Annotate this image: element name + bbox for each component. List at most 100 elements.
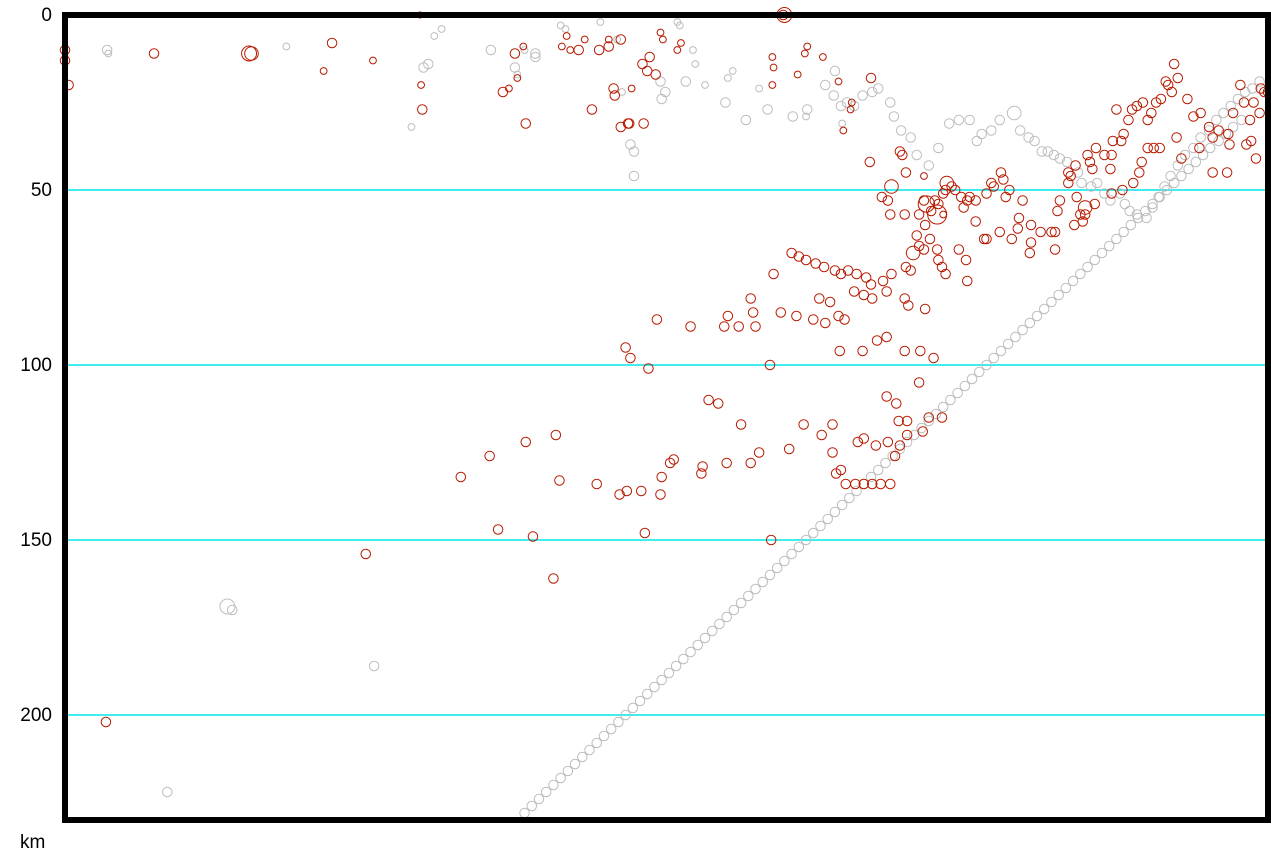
y-tick-label: 150 xyxy=(20,530,52,551)
data-point xyxy=(699,632,711,644)
data-point xyxy=(764,569,776,581)
data-point xyxy=(1049,244,1061,255)
data-point xyxy=(866,293,878,304)
data-point xyxy=(900,261,912,273)
data-point xyxy=(550,429,562,441)
data-point xyxy=(881,286,892,297)
data-point xyxy=(1128,177,1139,189)
data-point xyxy=(1017,195,1028,206)
data-point xyxy=(326,37,338,49)
data-point xyxy=(978,233,990,245)
y-tick-label: 50 xyxy=(31,180,52,201)
data-point xyxy=(886,268,897,280)
data-point xyxy=(1048,149,1060,161)
data-point xyxy=(769,63,778,72)
data-point xyxy=(668,454,679,465)
data-point xyxy=(586,104,598,115)
data-point xyxy=(925,205,937,217)
data-point xyxy=(1250,153,1262,164)
data-point xyxy=(407,123,416,131)
data-point xyxy=(1017,324,1028,336)
data-point xyxy=(485,44,497,56)
data-point xyxy=(554,475,565,486)
data-point xyxy=(625,139,636,150)
data-point xyxy=(1031,310,1043,322)
data-point xyxy=(628,170,640,182)
data-point xyxy=(872,464,884,476)
data-point xyxy=(656,674,667,686)
data-point xyxy=(818,53,827,61)
data-point xyxy=(714,618,725,630)
data-point xyxy=(953,114,965,126)
data-point xyxy=(827,419,838,430)
data-point xyxy=(728,67,737,75)
data-point xyxy=(519,807,530,819)
data-point xyxy=(783,443,795,455)
data-point xyxy=(691,60,700,68)
data-point xyxy=(844,492,855,504)
data-point xyxy=(1137,97,1149,108)
data-point xyxy=(664,457,676,469)
data-point xyxy=(829,506,841,518)
data-point xyxy=(881,391,892,402)
data-point xyxy=(884,97,896,108)
data-point xyxy=(1140,205,1151,217)
data-point xyxy=(946,181,957,192)
data-point xyxy=(850,478,861,490)
data-point xyxy=(1082,149,1093,161)
data-point xyxy=(858,478,870,490)
data-point xyxy=(663,667,675,679)
data-point xyxy=(573,44,584,56)
data-point xyxy=(685,646,696,658)
data-point xyxy=(903,300,914,311)
data-point xyxy=(919,303,931,315)
data-point xyxy=(1254,76,1265,87)
data-point xyxy=(839,126,848,135)
data-point xyxy=(1161,184,1173,196)
data-point xyxy=(955,191,967,203)
data-point xyxy=(533,793,545,805)
data-point xyxy=(1218,107,1229,119)
data-point xyxy=(745,457,756,469)
data-point xyxy=(1168,58,1180,70)
data-point xyxy=(1063,177,1074,189)
data-point xyxy=(1099,188,1110,199)
data-point xyxy=(953,244,965,255)
data-point xyxy=(1052,205,1063,217)
data-point xyxy=(1172,72,1184,84)
data-point xyxy=(808,527,819,539)
data-point xyxy=(1046,296,1057,308)
data-point xyxy=(882,436,894,448)
data-point xyxy=(603,41,615,52)
data-point xyxy=(1075,268,1086,280)
data-point xyxy=(801,104,813,115)
data-point xyxy=(960,254,972,266)
data-point xyxy=(894,146,906,157)
data-point xyxy=(851,485,862,497)
data-point xyxy=(593,44,605,56)
data-point xyxy=(810,258,821,269)
data-point xyxy=(1029,135,1040,147)
data-point xyxy=(1146,107,1157,119)
data-point xyxy=(857,90,868,101)
data-point xyxy=(964,191,975,203)
data-point xyxy=(1012,223,1024,234)
data-point xyxy=(803,42,812,51)
data-point xyxy=(1036,146,1048,157)
data-point xyxy=(981,233,992,245)
data-point xyxy=(1089,198,1101,210)
data-point xyxy=(649,681,660,693)
data-point xyxy=(865,471,877,483)
data-point xyxy=(1213,135,1224,147)
data-point xyxy=(677,39,685,47)
data-point xyxy=(635,485,647,497)
data-point xyxy=(1225,100,1236,112)
data-point xyxy=(974,366,985,378)
data-point xyxy=(513,74,522,82)
data-point xyxy=(580,35,589,44)
data-point xyxy=(148,48,160,59)
data-point xyxy=(884,209,896,220)
data-point xyxy=(1207,132,1218,143)
data-point xyxy=(1010,331,1021,343)
data-point xyxy=(598,730,610,742)
